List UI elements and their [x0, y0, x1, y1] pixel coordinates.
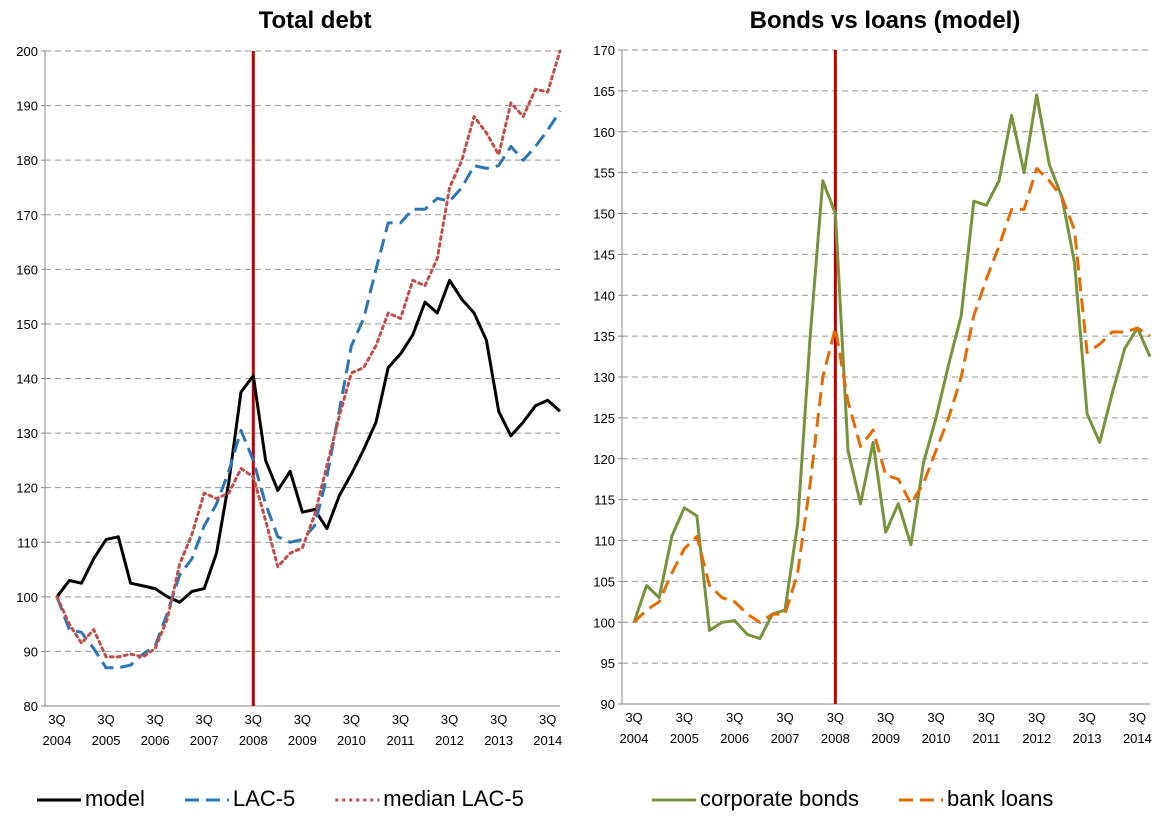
y-tick-label: 155 — [593, 166, 615, 181]
x-tick-label: 3Q 2012 — [435, 712, 464, 748]
x-tick-label: 3Q 2009 — [288, 712, 317, 748]
y-tick-label: 180 — [16, 153, 38, 168]
y-tick-label: 95 — [601, 656, 615, 671]
x-tick-label: 3Q 2014 — [1123, 710, 1152, 746]
y-tick-label: 160 — [16, 262, 38, 277]
legend: model LAC-5 median LAC-5 — [37, 786, 524, 811]
y-tick-label: 150 — [593, 207, 615, 222]
x-tick-label: 3Q 2004 — [620, 710, 649, 746]
y-tick-label: 150 — [16, 317, 38, 332]
x-tick-label: 3Q 2014 — [533, 712, 562, 748]
x-tick-label: 3Q 2013 — [1073, 710, 1102, 746]
x-tick-label: 3Q 2009 — [871, 710, 900, 746]
data-line — [55, 49, 562, 659]
y-tick-label: 110 — [594, 534, 615, 549]
x-tick-label: 3Q 2010 — [922, 710, 951, 746]
y-tick-label: 90 — [601, 697, 615, 712]
y-tick-label: 105 — [593, 574, 615, 589]
x-tick-label: 3Q 2012 — [1022, 710, 1051, 746]
y-tick-label: 160 — [593, 125, 615, 140]
x-tick-label: 3Q 2007 — [190, 712, 219, 748]
y-tick-label: 170 — [593, 43, 615, 58]
y-tick-label: 120 — [16, 481, 38, 496]
y-tick-label: 120 — [593, 452, 615, 467]
y-tick-label: 140 — [593, 288, 615, 303]
y-tick-label: 135 — [593, 329, 615, 344]
legend-label: corporate bonds — [700, 786, 859, 811]
y-tick-label: 115 — [594, 493, 615, 508]
legend-label: model — [85, 786, 145, 811]
x-tick-label: 3Q 2011 — [972, 710, 1000, 746]
y-tick-label: 110 — [17, 535, 38, 550]
x-tick-label: 3Q 2006 — [141, 712, 170, 748]
y-tick-label: 100 — [593, 615, 615, 630]
y-tick-label: 125 — [593, 411, 615, 426]
x-tick-label: 3Q 2006 — [720, 710, 749, 746]
y-tick-label: 130 — [16, 426, 38, 441]
y-tick-label: 100 — [16, 590, 38, 605]
y-tick-label: 170 — [16, 208, 38, 223]
legend-label: median LAC-5 — [383, 786, 524, 811]
y-tick-label: 165 — [593, 84, 615, 99]
y-tick-label: 90 — [24, 644, 38, 659]
data-line — [632, 93, 1152, 641]
x-tick-label: 3Q 2010 — [337, 712, 366, 748]
x-tick-label: 3Q 2005 — [670, 710, 699, 746]
y-tick-label: 145 — [593, 247, 615, 262]
y-tick-label: 130 — [593, 370, 615, 385]
x-tick-label: 3Q 2005 — [92, 712, 121, 748]
y-tick-label: 140 — [16, 372, 38, 387]
legend: corporate bonds bank loans — [652, 786, 1053, 811]
y-tick-label: 200 — [16, 44, 38, 59]
x-tick-label: 3Q 2011 — [387, 712, 415, 748]
x-tick-label: 3Q 2007 — [771, 710, 800, 746]
legend-label: LAC-5 — [233, 786, 295, 811]
x-tick-label: 3Q 2008 — [821, 710, 850, 746]
legend-label: bank loans — [947, 786, 1053, 811]
chart-title: Bonds vs loans (model) — [750, 7, 1021, 34]
y-tick-label: 80 — [24, 699, 38, 714]
data-line — [632, 167, 1151, 624]
x-tick-label: 3Q 2004 — [43, 712, 72, 748]
y-tick-label: 190 — [16, 99, 38, 114]
data-line — [55, 278, 561, 604]
chart-title: Total debt — [259, 7, 372, 34]
x-tick-label: 3Q 2013 — [484, 712, 513, 748]
x-tick-label: 3Q 2008 — [239, 712, 268, 748]
